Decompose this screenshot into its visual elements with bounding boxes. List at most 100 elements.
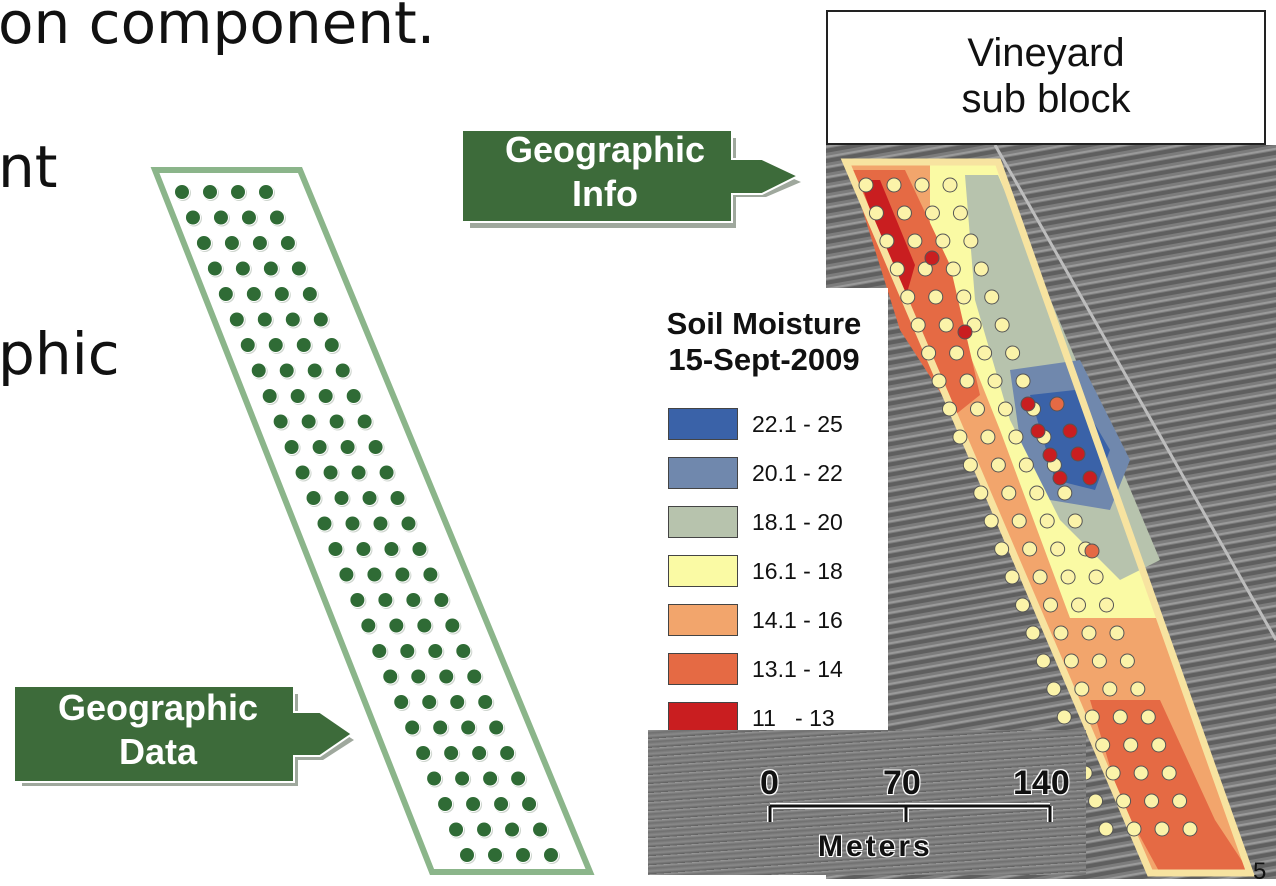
grid-dot bbox=[360, 617, 377, 634]
grid-dot bbox=[327, 541, 344, 557]
grid-dot bbox=[437, 796, 454, 812]
sample-point bbox=[1063, 653, 1079, 669]
sample-point bbox=[984, 289, 1000, 305]
grid-dot bbox=[184, 209, 201, 226]
sample-point bbox=[1081, 625, 1097, 641]
grid-dot bbox=[305, 490, 322, 506]
sample-point-low bbox=[1070, 446, 1086, 462]
sample-point bbox=[1133, 765, 1149, 781]
sample-point bbox=[935, 233, 951, 249]
grid-dot bbox=[230, 184, 246, 200]
sample-point-low bbox=[1020, 396, 1036, 412]
sample-point-low bbox=[1082, 470, 1098, 486]
grid-dot bbox=[432, 719, 449, 736]
sample-point bbox=[973, 485, 989, 501]
sample-point bbox=[945, 261, 961, 277]
sample-point-low bbox=[1052, 470, 1068, 486]
grid-dot bbox=[306, 362, 323, 379]
sample-point-low bbox=[924, 250, 940, 266]
legend: Soil Moisture 15-Sept-2009 22.1 - 25 20.1… bbox=[634, 288, 888, 748]
callout-line: sub block bbox=[961, 77, 1131, 121]
grid-dot bbox=[344, 515, 361, 532]
sample-point bbox=[1046, 681, 1062, 697]
sample-point bbox=[1057, 485, 1073, 501]
grid-dot bbox=[399, 643, 416, 659]
sample-point bbox=[1140, 709, 1156, 725]
sample-point bbox=[987, 373, 1003, 389]
sample-point bbox=[858, 177, 874, 193]
grid-dot bbox=[361, 490, 378, 506]
grid-dot bbox=[350, 464, 367, 481]
sample-point bbox=[1018, 457, 1034, 473]
legend-title: Soil Moisture 15-Sept-2009 bbox=[642, 306, 886, 378]
sample-point bbox=[1060, 569, 1076, 585]
grid-dot bbox=[394, 566, 411, 583]
grid-dot bbox=[504, 821, 521, 838]
sample-point bbox=[1084, 709, 1100, 725]
sample-point bbox=[1144, 793, 1160, 809]
callout-line: Vineyard bbox=[967, 31, 1125, 75]
sample-point bbox=[1067, 513, 1083, 529]
page-number: 5 bbox=[1253, 858, 1267, 885]
sample-point bbox=[1161, 765, 1177, 781]
grid-dot bbox=[345, 388, 362, 404]
grid-dot bbox=[499, 745, 516, 761]
sample-point bbox=[896, 205, 912, 221]
sample-point bbox=[1001, 485, 1017, 501]
sample-point bbox=[1126, 821, 1142, 837]
sample-point bbox=[900, 289, 916, 305]
grid-dot bbox=[338, 566, 355, 583]
field-boundary-line bbox=[993, 144, 1276, 641]
grid-dots bbox=[174, 184, 560, 864]
grid-dot bbox=[410, 668, 427, 685]
sample-point bbox=[928, 289, 944, 305]
grid-dot bbox=[421, 694, 438, 710]
sample-point bbox=[1109, 625, 1125, 641]
grid-dot bbox=[382, 668, 399, 685]
sample-points bbox=[858, 177, 1198, 837]
grid-dot bbox=[482, 770, 499, 787]
legend-swatch bbox=[668, 408, 738, 440]
grid-dot bbox=[206, 260, 223, 277]
grid-dot bbox=[202, 184, 218, 200]
grid-dot bbox=[471, 745, 488, 761]
slide-text-fragment: nt bbox=[0, 133, 58, 201]
sample-point bbox=[1029, 485, 1045, 501]
sample-point bbox=[1151, 737, 1167, 753]
grid-dot bbox=[301, 286, 318, 302]
grid-dot bbox=[283, 439, 300, 455]
sample-point bbox=[1154, 821, 1170, 837]
label-line: Geographic bbox=[504, 129, 706, 170]
sample-point bbox=[879, 233, 895, 249]
legend-swatch bbox=[668, 457, 738, 489]
grid-dot bbox=[217, 286, 234, 302]
grid-dot bbox=[405, 592, 422, 608]
grid-dot bbox=[273, 286, 290, 302]
grid-dot bbox=[426, 770, 443, 787]
vineyard-callout: Vineyard sub block bbox=[826, 10, 1266, 145]
grid-dot bbox=[455, 643, 472, 659]
sample-point bbox=[963, 233, 979, 249]
sample-point bbox=[994, 541, 1010, 557]
grid-dot bbox=[378, 464, 395, 481]
grid-dot bbox=[444, 617, 461, 634]
sample-point-mid bbox=[1049, 396, 1065, 412]
sample-point bbox=[1043, 597, 1059, 613]
sample-point bbox=[969, 401, 985, 417]
scale-bar-lines bbox=[767, 803, 1053, 822]
sample-point bbox=[1102, 681, 1118, 697]
grid-dot bbox=[195, 235, 212, 251]
grid-dot bbox=[256, 311, 273, 328]
sample-point bbox=[980, 429, 996, 445]
grid-dot bbox=[300, 413, 317, 430]
sample-point bbox=[1119, 653, 1135, 669]
grid-dot bbox=[377, 592, 394, 608]
grid-dot bbox=[174, 184, 190, 200]
grid-dot bbox=[388, 617, 405, 634]
grid-dot bbox=[493, 796, 510, 812]
grid-dot bbox=[250, 362, 267, 379]
scale-unit: Meters bbox=[818, 830, 933, 863]
sample-point bbox=[1088, 793, 1104, 809]
sample-point bbox=[1004, 569, 1020, 585]
sample-point bbox=[1112, 709, 1128, 725]
